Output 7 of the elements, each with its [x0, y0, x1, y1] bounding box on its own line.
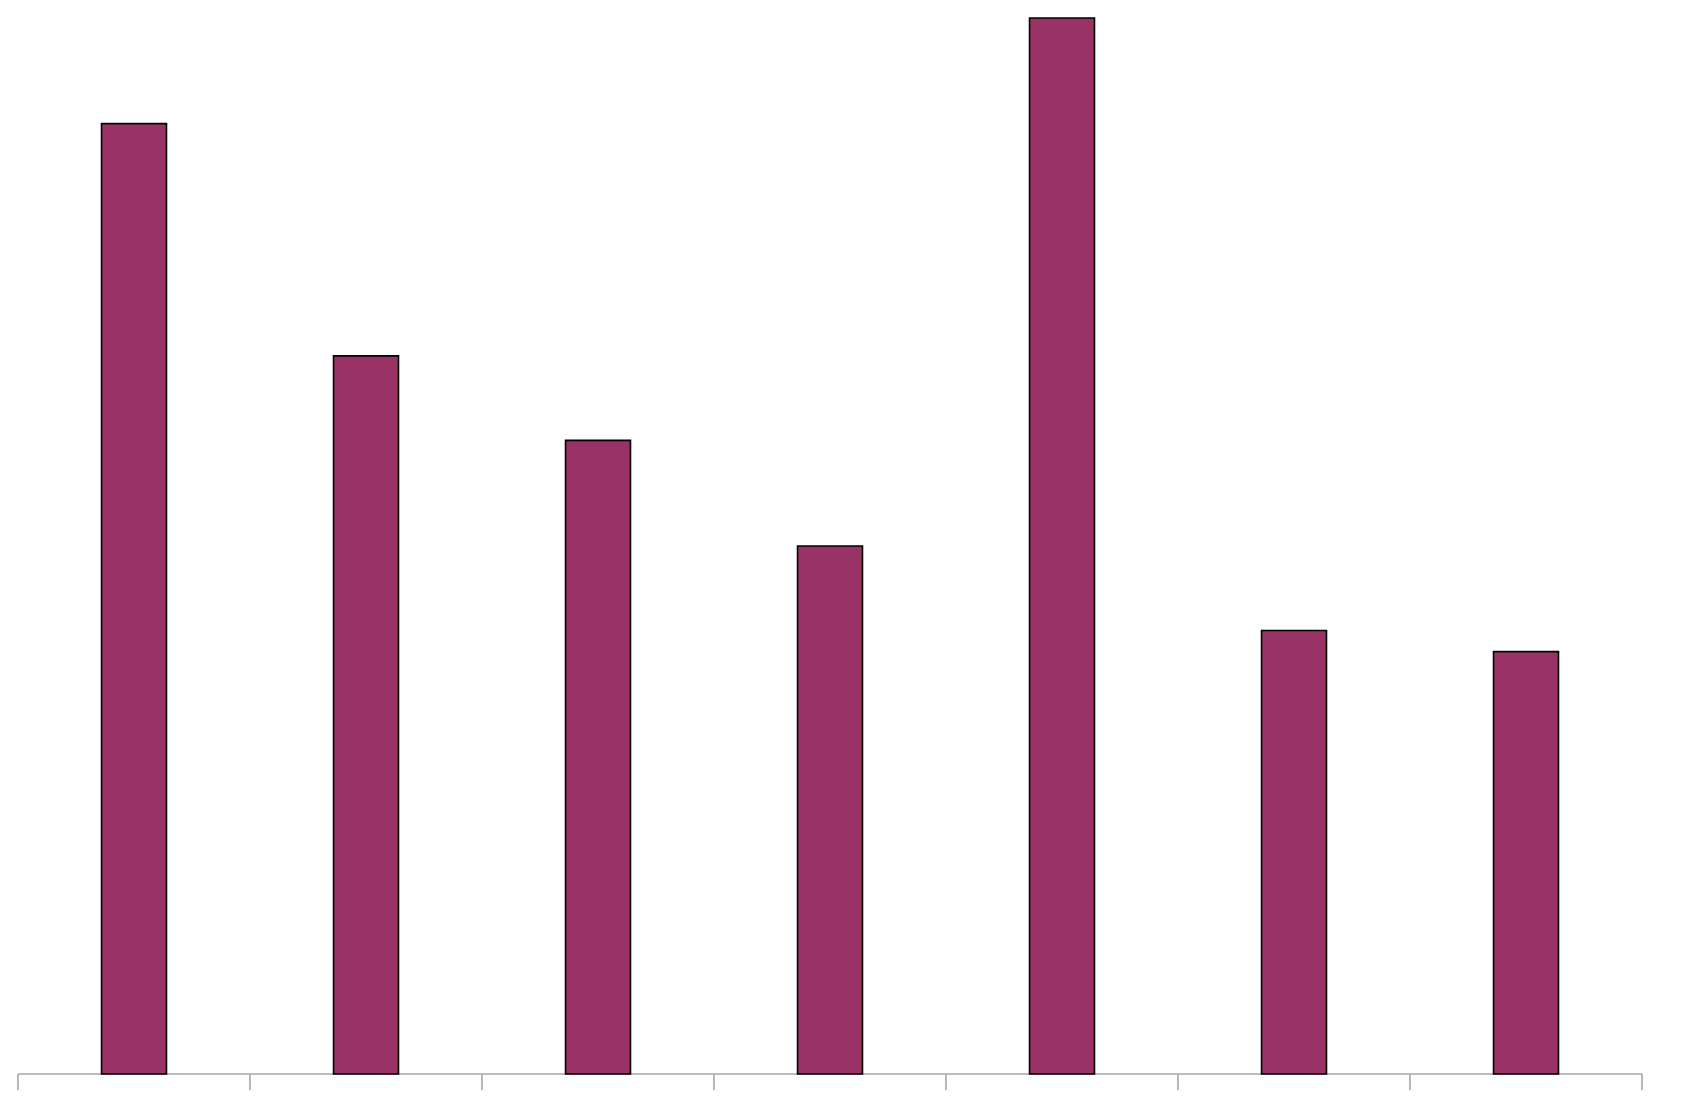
- bar: [332, 355, 400, 1075]
- bar: [1492, 650, 1560, 1075]
- bar: [796, 545, 864, 1075]
- bar: [100, 122, 168, 1075]
- bar: [1260, 629, 1328, 1075]
- bar: [1028, 17, 1096, 1075]
- bar: [564, 439, 632, 1075]
